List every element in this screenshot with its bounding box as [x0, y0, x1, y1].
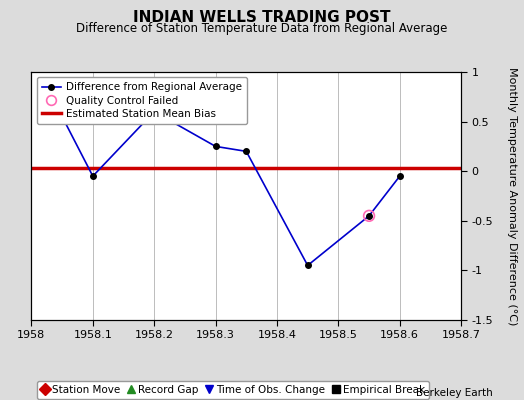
Text: Berkeley Earth: Berkeley Earth [416, 388, 493, 398]
Legend: Station Move, Record Gap, Time of Obs. Change, Empirical Break: Station Move, Record Gap, Time of Obs. C… [37, 381, 429, 399]
Y-axis label: Monthly Temperature Anomaly Difference (°C): Monthly Temperature Anomaly Difference (… [507, 67, 517, 325]
Text: Difference of Station Temperature Data from Regional Average: Difference of Station Temperature Data f… [77, 22, 447, 35]
Text: INDIAN WELLS TRADING POST: INDIAN WELLS TRADING POST [133, 10, 391, 25]
Point [365, 213, 373, 219]
